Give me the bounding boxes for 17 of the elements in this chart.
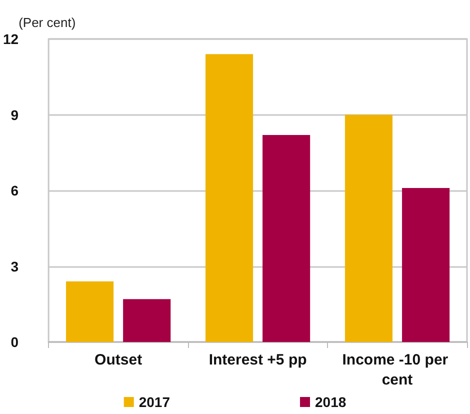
legend-label: 2018 xyxy=(315,394,346,410)
y-tick-label: 3 xyxy=(10,258,19,274)
bar xyxy=(344,114,393,342)
x-tick-label: Interest +5 pp xyxy=(208,352,307,368)
x-tick-label: Outset xyxy=(94,352,142,368)
bar xyxy=(123,299,171,342)
y-tick-label: 12 xyxy=(2,31,19,47)
y-axis-title: (Per cent) xyxy=(18,15,76,30)
y-tick-label: 9 xyxy=(10,106,19,123)
legend-label: 2017 xyxy=(138,394,170,410)
bar xyxy=(205,54,254,342)
x-tick-label: Income -10 per cent xyxy=(342,352,452,388)
y-tick-label: 6 xyxy=(10,182,19,198)
bar xyxy=(66,281,114,342)
bar xyxy=(402,188,450,342)
bar xyxy=(262,134,310,342)
y-tick-label: 0 xyxy=(10,334,19,350)
